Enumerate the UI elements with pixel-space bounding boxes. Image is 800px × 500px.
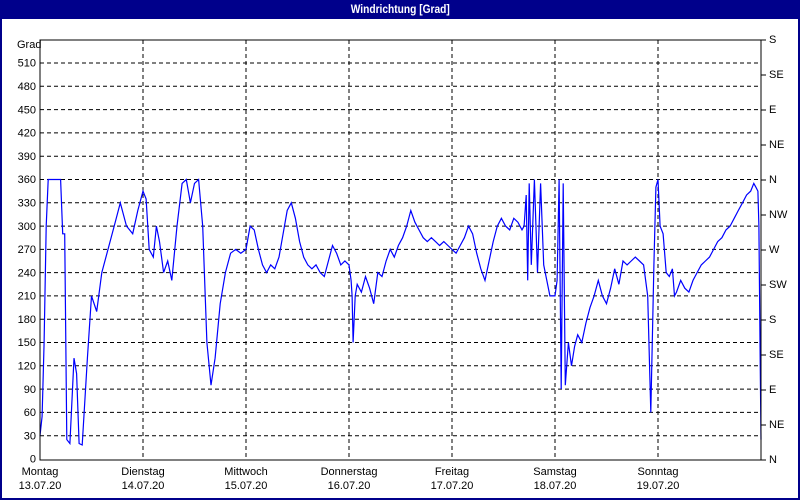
- svg-text:Grad: Grad: [17, 39, 41, 51]
- svg-text:480: 480: [18, 81, 36, 93]
- svg-text:Montag: Montag: [22, 466, 59, 478]
- svg-text:N: N: [769, 454, 777, 466]
- svg-text:Mittwoch: Mittwoch: [224, 466, 267, 478]
- svg-text:E: E: [769, 104, 776, 116]
- svg-text:90: 90: [24, 384, 36, 396]
- svg-text:16.07.20: 16.07.20: [328, 480, 371, 492]
- svg-text:SW: SW: [769, 279, 787, 291]
- svg-text:450: 450: [18, 104, 36, 116]
- svg-text:120: 120: [18, 361, 36, 373]
- svg-text:13.07.20: 13.07.20: [19, 480, 62, 492]
- svg-text:W: W: [769, 244, 780, 256]
- svg-text:60: 60: [24, 407, 36, 419]
- svg-text:N: N: [769, 174, 777, 186]
- svg-text:180: 180: [18, 314, 36, 326]
- svg-text:Samstag: Samstag: [533, 466, 576, 478]
- svg-text:0: 0: [30, 454, 36, 466]
- svg-text:14.07.20: 14.07.20: [122, 480, 165, 492]
- svg-text:S: S: [769, 314, 776, 326]
- svg-text:210: 210: [18, 291, 36, 303]
- svg-text:270: 270: [18, 244, 36, 256]
- svg-text:390: 390: [18, 151, 36, 163]
- svg-text:510: 510: [18, 58, 36, 70]
- svg-text:330: 330: [18, 198, 36, 210]
- svg-text:300: 300: [18, 221, 36, 233]
- svg-text:Freitag: Freitag: [435, 466, 469, 478]
- svg-text:360: 360: [18, 174, 36, 186]
- svg-text:19.07.20: 19.07.20: [637, 480, 680, 492]
- svg-text:15.07.20: 15.07.20: [225, 480, 268, 492]
- svg-text:240: 240: [18, 267, 36, 279]
- svg-text:420: 420: [18, 128, 36, 140]
- svg-text:Donnerstag: Donnerstag: [321, 466, 378, 478]
- svg-text:NW: NW: [769, 209, 788, 221]
- svg-text:NE: NE: [769, 139, 784, 151]
- svg-text:150: 150: [18, 337, 36, 349]
- svg-text:S: S: [769, 34, 776, 46]
- svg-text:SE: SE: [769, 349, 784, 361]
- svg-text:Dienstag: Dienstag: [121, 466, 164, 478]
- svg-text:18.07.20: 18.07.20: [534, 480, 577, 492]
- svg-text:SE: SE: [769, 69, 784, 81]
- svg-text:E: E: [769, 384, 776, 396]
- svg-text:Sonntag: Sonntag: [638, 466, 679, 478]
- svg-text:NE: NE: [769, 419, 784, 431]
- svg-text:17.07.20: 17.07.20: [431, 480, 474, 492]
- svg-text:30: 30: [24, 430, 36, 442]
